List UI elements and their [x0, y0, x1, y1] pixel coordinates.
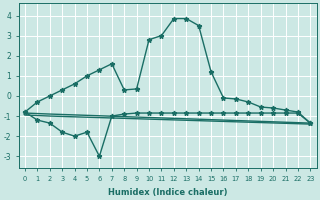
- X-axis label: Humidex (Indice chaleur): Humidex (Indice chaleur): [108, 188, 228, 197]
